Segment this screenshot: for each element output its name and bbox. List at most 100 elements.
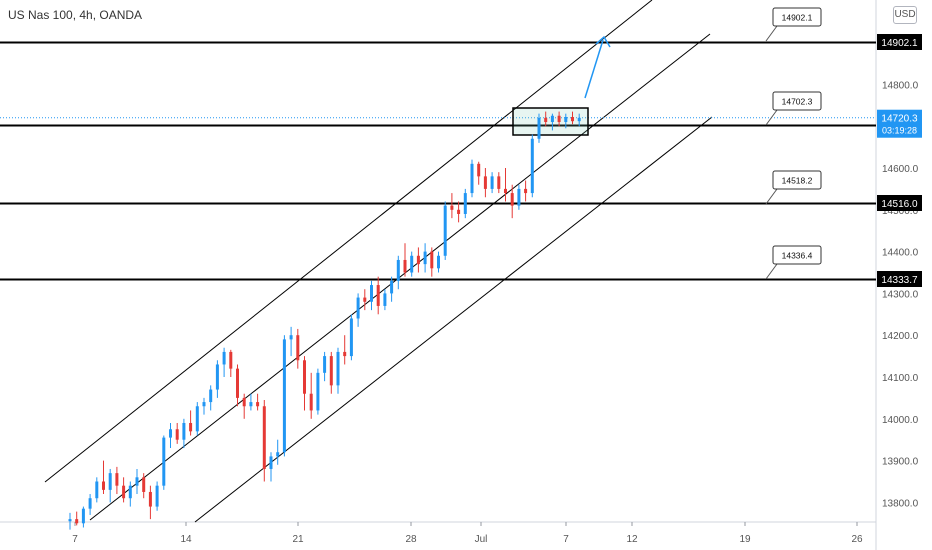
candle — [75, 511, 79, 526]
candle — [443, 201, 447, 260]
y-tick-label: 14600.0 — [882, 164, 919, 175]
candle — [517, 184, 521, 210]
y-tick-label: 14500.0 — [882, 206, 919, 217]
price-axis-label-bg — [877, 271, 922, 287]
candle — [169, 422, 172, 449]
candle — [88, 494, 92, 515]
candle-body — [303, 360, 306, 394]
channel-line-1 — [44, 0, 653, 483]
candle — [148, 485, 152, 520]
callout-label: 14702.3 — [782, 97, 813, 107]
candle — [202, 397, 206, 415]
candle — [222, 347, 226, 377]
candle — [510, 184, 514, 219]
candle — [155, 481, 159, 511]
candle-body — [490, 176, 494, 189]
candle — [303, 356, 306, 411]
last-price-value: 14720.3 — [881, 114, 918, 125]
price-axis-label-text: 14902.1 — [881, 38, 918, 49]
callout-box — [772, 7, 822, 27]
candle-body — [470, 163, 474, 194]
candle — [537, 113, 541, 143]
candle-body — [504, 188, 507, 194]
candle-body — [75, 519, 79, 524]
candle-body — [162, 437, 166, 486]
candle — [81, 506, 85, 528]
callout-label: 14518.2 — [782, 176, 813, 186]
candle-body — [571, 117, 574, 122]
candle-body — [577, 117, 581, 122]
x-tick-label: Jul — [475, 534, 488, 545]
candle — [249, 393, 253, 411]
y-tick-label: 14400.0 — [882, 248, 919, 259]
consolidation-box — [512, 107, 589, 136]
candle-body — [363, 297, 367, 302]
currency-badge[interactable]: USD — [893, 6, 917, 24]
callout-box — [772, 91, 822, 111]
candle-body — [236, 368, 239, 398]
candle-body — [410, 255, 414, 273]
candle-body — [142, 477, 146, 492]
candle-body — [477, 163, 481, 177]
candle-body — [128, 485, 132, 499]
price-callout: 14902.1 — [765, 7, 822, 42]
candle-body — [423, 251, 427, 265]
callout-leader — [765, 263, 778, 280]
candle-body — [443, 205, 447, 256]
x-tick-label: 7 — [72, 534, 78, 545]
candle — [256, 393, 260, 411]
candle — [490, 172, 494, 194]
candle — [430, 247, 434, 277]
candle — [410, 251, 414, 277]
price-axis-label: 14333.7 — [877, 271, 922, 287]
candle — [108, 468, 112, 503]
candle-body — [564, 117, 568, 123]
candle-body — [316, 372, 320, 411]
candle-body — [155, 485, 159, 507]
candle — [370, 280, 373, 311]
price-axis-label: 14516.0 — [877, 195, 922, 211]
candle-body — [242, 397, 246, 407]
candle-body — [256, 402, 260, 407]
last-price-badge-bg — [877, 109, 922, 138]
candle — [544, 111, 548, 127]
candle — [122, 477, 126, 503]
callout-leader — [765, 25, 778, 42]
candle-body — [336, 351, 340, 386]
candle — [289, 326, 293, 357]
candle — [269, 452, 273, 482]
price-callout: 14702.3 — [765, 91, 822, 126]
candle-body — [497, 176, 501, 189]
last-price-badge: 14720.303:19:28 — [877, 109, 922, 138]
y-tick-label: 13800.0 — [882, 498, 919, 509]
y-tick-label: 14200.0 — [882, 331, 919, 342]
candle — [175, 422, 179, 444]
candle — [363, 289, 367, 311]
candle — [557, 111, 561, 127]
candle-body — [483, 176, 487, 189]
candle-body — [249, 402, 253, 407]
candle-body — [276, 452, 280, 457]
candle-body — [182, 422, 186, 440]
candle — [403, 243, 407, 277]
callout-label: 14902.1 — [782, 13, 813, 23]
candle — [343, 335, 347, 365]
candle — [504, 168, 507, 202]
candle-body — [115, 473, 119, 486]
callout-box — [772, 170, 822, 190]
candle-body — [88, 498, 92, 509]
candle-body — [202, 402, 206, 407]
candle — [577, 113, 581, 127]
candle-body — [450, 205, 454, 210]
channel-line-3 — [194, 116, 713, 523]
x-tick-label: 26 — [851, 534, 863, 545]
symbol-title: US Nas 100, 4h, OANDA — [8, 8, 143, 22]
y-tick-label: 14100.0 — [882, 373, 919, 384]
y-tick-label: 14300.0 — [882, 289, 919, 300]
candle-body — [108, 473, 112, 490]
candle — [437, 251, 440, 273]
candle — [142, 473, 146, 499]
candle — [497, 172, 501, 194]
callout-leader — [765, 109, 778, 126]
